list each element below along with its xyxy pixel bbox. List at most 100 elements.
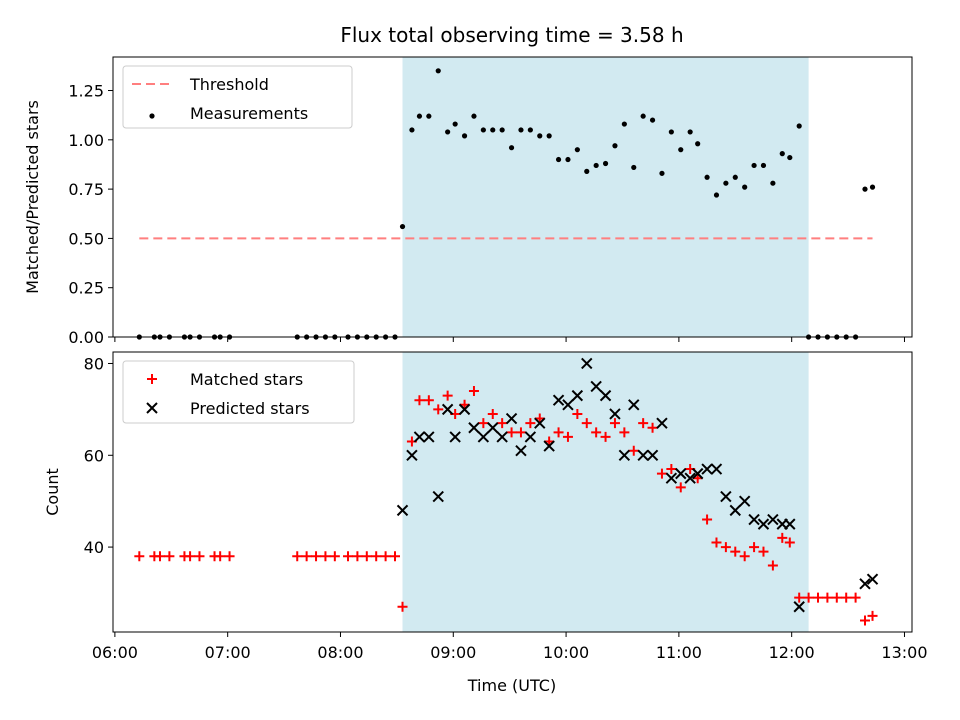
data-point [850,592,861,603]
data-point [468,386,479,397]
data-point [738,495,751,507]
data-point [397,601,408,612]
data-point [678,147,684,153]
data-point [480,127,486,133]
data-point [555,156,562,163]
x-axis-label: Time (UTC) [467,676,556,695]
data-point [524,431,537,443]
axes-frame [112,351,913,633]
data-point [866,573,879,585]
data-point [546,133,552,139]
x-tick-label: 11:00 [656,643,702,662]
data-point [784,518,796,530]
data-point [841,592,852,603]
legend-entry: Measurements [149,104,308,123]
data-point [574,147,580,153]
data-point [499,127,505,133]
data-point [471,113,477,119]
data-point [478,418,489,429]
data-point [720,542,731,553]
data-point [668,129,674,135]
data-point [803,592,814,603]
data-point [684,472,696,484]
data-point [831,592,842,603]
data-point [461,133,468,139]
data-point [581,357,593,370]
data-point [649,117,656,123]
legend-label: Measurements [190,104,308,123]
observing-interval-shade [402,57,809,337]
data-point [525,418,536,429]
data-point [757,518,770,530]
data-point [343,551,353,562]
data-point [518,127,524,133]
data-point [656,417,668,429]
data-point [600,431,611,442]
y-tick-label: 1.00 [68,131,104,150]
data-point [416,113,423,119]
data-point [813,592,823,603]
data-point [508,145,515,151]
data-point [711,537,722,548]
data-point [742,184,748,190]
data-point [599,389,612,402]
data-point [647,422,658,433]
legend-swatch [149,113,155,119]
data-point [749,542,760,553]
data-point [730,546,741,557]
data-point [723,180,729,186]
data-point [862,186,868,192]
data-point [562,431,573,442]
data-point [543,440,555,452]
data-point [584,168,590,174]
data-point [779,151,785,157]
legend: Matched stars Predicted stars [122,360,355,424]
data-point [646,449,659,461]
data-point [534,417,546,429]
data-point [767,513,779,526]
data-point [867,610,878,621]
data-point [329,551,340,562]
data-point [445,129,451,135]
data-point [701,463,713,475]
flux-ratio-panel: 0.00 0.25 0.50 0.75 1.00 1.25 Matched/Predicte… [23,56,913,347]
data-point [787,154,793,161]
data-point [433,404,444,415]
data-point [860,615,870,626]
x-tick-label: 12:00 [769,643,815,662]
data-point [695,141,701,147]
data-point [593,162,599,169]
data-point [527,127,533,133]
data-point [301,551,312,562]
data-point [215,551,226,562]
data-point [640,113,646,119]
data-point [553,427,564,438]
data-point [758,546,769,557]
legend: Threshold Measurements [122,65,353,129]
data-point [452,121,458,127]
legend-label: Matched stars [190,370,303,389]
data-point [793,601,805,613]
star-count-panel: 40 60 80 06:00 07:00 08:00 09:00 10:00 11:00 12:0… [43,351,928,662]
data-point [505,412,518,425]
data-point [185,551,196,562]
data-point [390,551,400,562]
data-point [590,380,602,393]
legend-swatch [146,402,158,414]
data-point [609,418,620,429]
legend-entry: Predicted stars [146,399,310,418]
data-point [477,431,490,443]
x-tick-label: 09:00 [430,643,476,662]
y-axis-label: Count [43,468,62,516]
y-tick-label: 0.50 [68,229,104,248]
data-point [609,408,621,420]
data-point [628,445,639,456]
legend-label: Predicted stars [190,399,310,418]
data-point [770,180,776,186]
data-point [618,449,631,461]
y-tick-label: 1.25 [68,82,104,101]
data-point [565,156,571,163]
data-point [572,408,583,419]
x-tick-label: 07:00 [205,643,251,662]
y-axis-label: Matched/Predicted stars [23,100,42,294]
